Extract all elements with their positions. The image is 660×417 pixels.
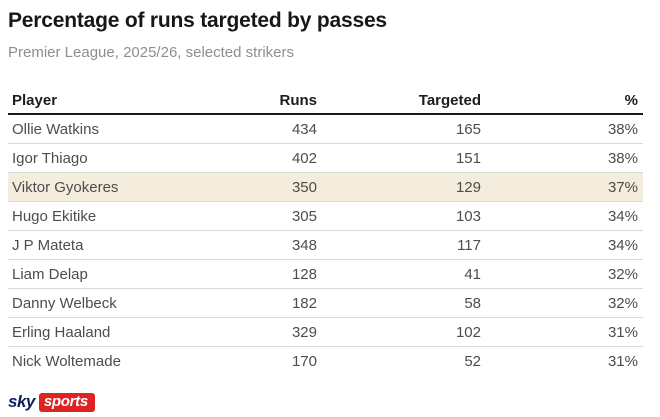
col-header-runs: Runs xyxy=(279,92,318,109)
player-name: J P Mateta xyxy=(12,236,84,254)
targeted-value: 151 xyxy=(455,149,481,167)
table-row: Liam Delap 128 41 32% xyxy=(8,260,643,289)
player-name: Danny Welbeck xyxy=(12,294,117,312)
player-name: Erling Haaland xyxy=(12,323,111,341)
col-header-targeted: Targeted xyxy=(418,92,481,109)
percent-value: 31% xyxy=(607,323,638,341)
player-name: Nick Woltemade xyxy=(12,352,121,370)
table-row: Igor Thiago 402 151 38% xyxy=(8,144,643,173)
percent-value: 38% xyxy=(607,149,638,167)
runs-value: 402 xyxy=(291,149,317,167)
targeted-value: 103 xyxy=(455,207,481,225)
targeted-value: 129 xyxy=(455,178,481,196)
percent-value: 37% xyxy=(607,178,638,196)
percent-value: 32% xyxy=(607,265,638,283)
page-subtitle: Premier League, 2025/26, selected strike… xyxy=(8,44,294,61)
runs-value: 348 xyxy=(291,236,317,254)
percent-value: 38% xyxy=(607,120,638,138)
table-row: Erling Haaland 329 102 31% xyxy=(8,318,643,347)
targeted-value: 41 xyxy=(464,265,481,283)
targeted-value: 117 xyxy=(457,236,481,254)
sky-logo-text: sky xyxy=(8,392,35,411)
sports-logo-badge: sports xyxy=(38,392,95,412)
table-row: Ollie Watkins 434 165 38% xyxy=(8,115,643,144)
runs-value: 305 xyxy=(291,207,317,225)
percent-value: 34% xyxy=(607,236,638,254)
targeted-value: 102 xyxy=(455,323,481,341)
player-name: Viktor Gyokeres xyxy=(12,178,119,196)
col-header-player: Player xyxy=(12,92,58,109)
percent-value: 34% xyxy=(607,207,638,225)
table-row-highlighted: Viktor Gyokeres 350 129 37% xyxy=(8,173,643,202)
table-row: J P Mateta 348 117 34% xyxy=(8,231,643,260)
runs-value: 350 xyxy=(291,178,317,196)
targeted-value: 58 xyxy=(464,294,481,312)
table-header-row: Player Runs Targeted % xyxy=(8,88,643,115)
stats-table: Player Runs Targeted % Ollie Watkins 434… xyxy=(8,88,643,375)
sky-graphic-page: Percentage of runs targeted by passes Pr… xyxy=(0,8,660,412)
runs-value: 170 xyxy=(291,352,317,370)
percent-value: 31% xyxy=(607,352,638,370)
runs-value: 434 xyxy=(291,120,317,138)
runs-value: 329 xyxy=(291,323,317,341)
player-name: Liam Delap xyxy=(12,265,88,283)
page-title: Percentage of runs targeted by passes xyxy=(8,9,387,32)
col-header-pct: % xyxy=(624,92,638,109)
targeted-value: 165 xyxy=(455,120,481,138)
table-row: Nick Woltemade 170 52 31% xyxy=(8,347,643,375)
runs-value: 128 xyxy=(291,265,317,283)
sky-sports-logo: sky sports xyxy=(8,392,643,412)
runs-value: 182 xyxy=(291,294,317,312)
player-name: Igor Thiago xyxy=(12,149,88,167)
table-row: Danny Welbeck 182 58 32% xyxy=(8,289,643,318)
table-row: Hugo Ekitike 305 103 34% xyxy=(8,202,643,231)
targeted-value: 52 xyxy=(464,352,481,370)
percent-value: 32% xyxy=(607,294,638,312)
player-name: Ollie Watkins xyxy=(12,120,99,138)
player-name: Hugo Ekitike xyxy=(12,207,97,225)
